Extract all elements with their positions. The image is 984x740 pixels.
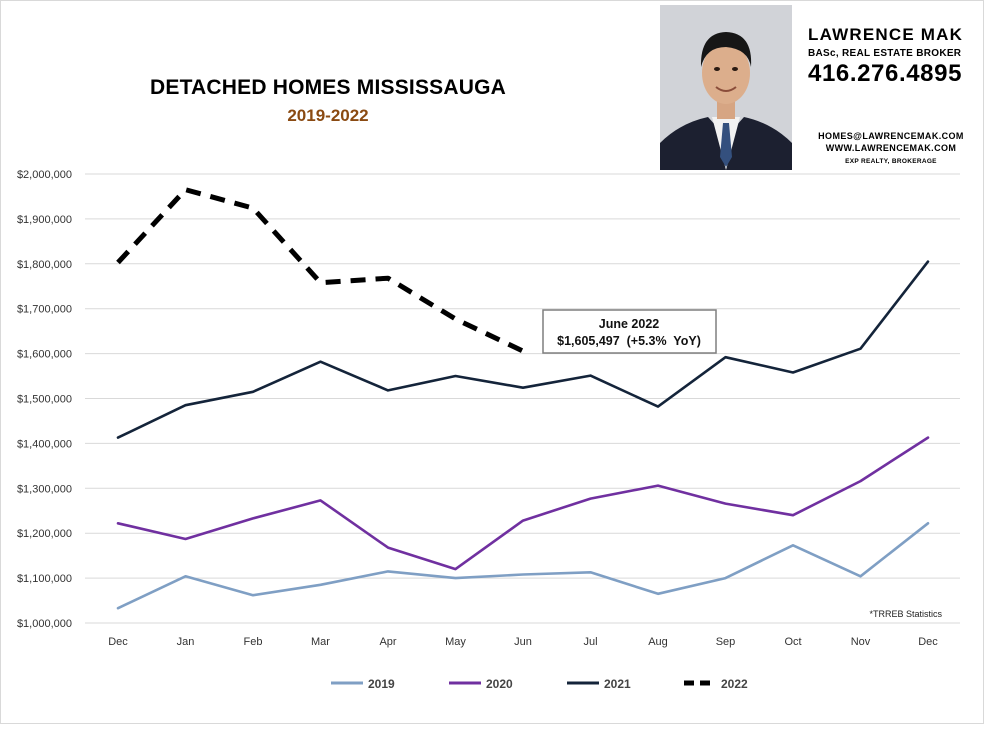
gridlines: [85, 173, 960, 624]
broker-brokerage: EXP REALTY, BROKERAGE: [845, 158, 937, 165]
y-tick-label: $1,000,000: [17, 618, 72, 630]
x-tick-label: Jan: [177, 636, 195, 648]
x-tick-label: Dec: [108, 636, 128, 648]
y-tick-label: $1,300,000: [17, 483, 72, 495]
y-tick-label: $1,200,000: [17, 528, 72, 540]
broker-info: LAWRENCE MAK BASc, REAL ESTATE BROKER 41…: [808, 25, 974, 88]
y-tick-label: $1,800,000: [17, 259, 72, 271]
callout-line-1: June 2022: [599, 317, 660, 331]
callout-box: [542, 309, 717, 354]
series-line-2020: [116, 436, 930, 571]
x-axis-ticks: Dec Jan Feb Mar Apr May Jun Jul Aug Sep Oct Nov Dec: [108, 636, 938, 648]
y-tick-label: $2,000,000: [17, 169, 72, 181]
x-tick-label: Oct: [784, 636, 801, 648]
title-block: DETACHED HOMES MISSISSAUGA 2019-2022: [150, 76, 506, 126]
x-tick-label: Dec: [918, 636, 938, 648]
chart-title: DETACHED HOMES MISSISSAUGA: [150, 76, 507, 99]
broker-phone: 416.276.4895: [808, 60, 963, 87]
june-2022-callout: June 2022 $1,605,497 (+5.3% YoY): [542, 309, 717, 354]
broker-photo: [660, 5, 792, 170]
y-tick-label: $1,500,000: [17, 394, 72, 406]
x-tick-label: Jun: [514, 636, 532, 648]
broker-role: BASc, REAL ESTATE BROKER: [808, 48, 962, 59]
x-tick-label: Sep: [716, 636, 736, 648]
chart-subtitle: 2019-2022: [287, 106, 369, 125]
legend-label-2021: 2021: [604, 677, 631, 691]
broker-email: HOMES@LAWRENCEMAK.COM: [818, 131, 964, 141]
series-line-2022: [116, 187, 525, 354]
broker-contact: HOMES@LAWRENCEMAK.COM WWW.LAWRENCEMAK.CO…: [808, 130, 974, 165]
broker-website: WWW.LAWRENCEMAK.COM: [825, 143, 957, 153]
series-line-2021: [116, 260, 930, 439]
y-tick-label: $1,400,000: [17, 438, 72, 450]
source-note: *TRREB Statistics: [869, 609, 942, 619]
x-tick-label: Apr: [379, 636, 396, 648]
broker-name: LAWRENCE MAK: [808, 25, 964, 44]
y-tick-label: $1,700,000: [17, 304, 72, 316]
callout-line-2: $1,605,497 (+5.3% YoY): [557, 334, 701, 348]
x-tick-label: Jul: [583, 636, 597, 648]
x-tick-label: Mar: [311, 636, 330, 648]
y-tick-label: $1,100,000: [17, 573, 72, 585]
y-tick-label: $1,600,000: [17, 349, 72, 361]
series-lines: [116, 187, 930, 610]
legend-label-2019: 2019: [368, 677, 395, 691]
y-axis-ticks: $1,000,000 $1,100,000 $1,200,000 $1,300,000…: [17, 169, 72, 630]
series-line-2019: [116, 521, 930, 610]
y-tick-label: $1,900,000: [17, 214, 72, 226]
legend-label-2020: 2020: [486, 677, 513, 691]
legend: 2019 2020 2021 2022: [331, 677, 748, 691]
x-tick-label: Nov: [851, 636, 871, 648]
x-tick-label: May: [445, 636, 466, 648]
legend-label-2022: 2022: [721, 677, 748, 691]
x-tick-label: Aug: [648, 636, 668, 648]
x-tick-label: Feb: [244, 636, 263, 648]
